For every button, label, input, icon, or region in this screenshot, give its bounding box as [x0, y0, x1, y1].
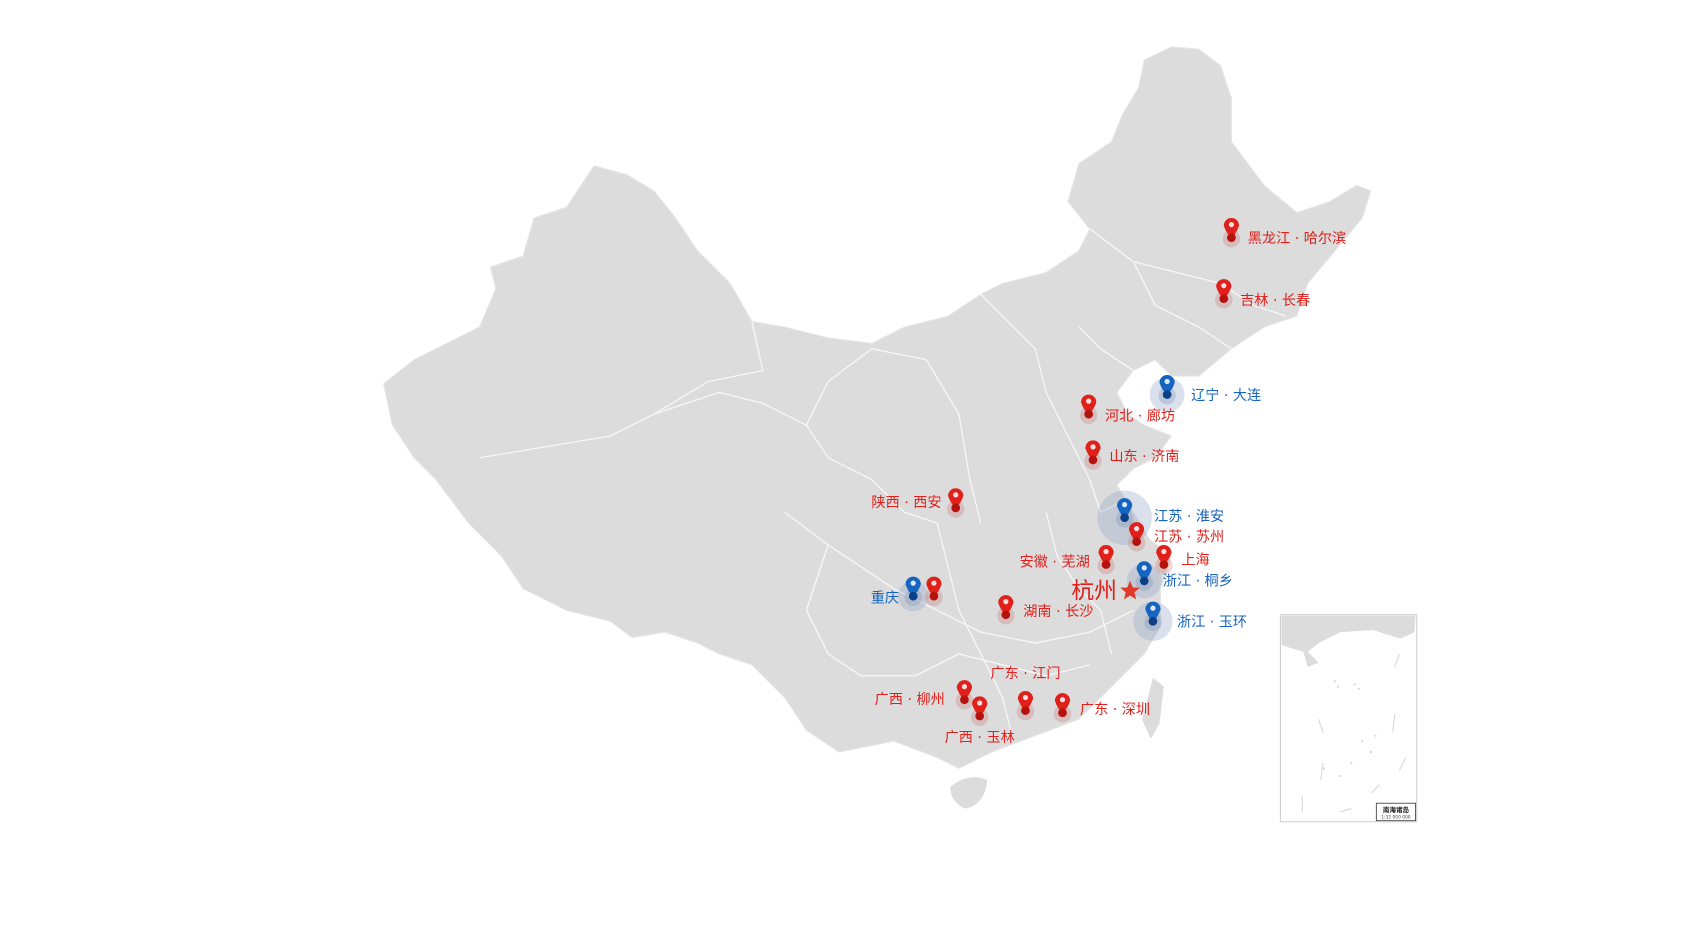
map-marker[interactable]	[925, 576, 943, 606]
taiwan-island	[1142, 677, 1164, 739]
hainan-island	[950, 777, 988, 809]
marker-label: 黑龙江 · 哈尔滨	[1248, 231, 1346, 247]
map-marker[interactable]: 上海	[1155, 544, 1210, 575]
map-marker[interactable]: 河北 · 廊坊	[1079, 394, 1175, 425]
map-pin-icon	[926, 576, 942, 601]
capital-label: 杭州	[1071, 578, 1117, 604]
map-marker[interactable]: 安徽 · 芜湖	[1020, 544, 1115, 575]
map-pin-icon	[905, 576, 921, 601]
map-pin-icon	[972, 696, 988, 721]
marker-label: 浙江 · 玉环	[1177, 615, 1247, 631]
map-pin-icon	[1216, 279, 1232, 304]
star-icon	[1120, 580, 1140, 600]
map-pin-icon	[1017, 690, 1034, 715]
map-marker[interactable]: 吉林 · 长春	[1215, 279, 1310, 309]
capital-hangzhou[interactable]: 杭州	[1071, 578, 1140, 604]
marker-label: 辽宁 · 大连	[1191, 387, 1261, 404]
map-marker[interactable]: 辽宁 · 大连	[1149, 374, 1262, 413]
map-pin-icon	[1098, 544, 1114, 569]
marker-label: 重庆	[871, 591, 899, 607]
map-pin-icon	[1136, 561, 1152, 586]
inset-title: 南海诸岛	[1383, 805, 1410, 814]
map-pin-icon	[956, 680, 973, 705]
map-marker[interactable]: 江苏 · 苏州	[1127, 522, 1224, 552]
inset-scale: 1:32 000 000	[1381, 814, 1410, 820]
map-pin-icon	[948, 488, 964, 513]
map-pin-icon	[998, 595, 1014, 620]
map-marker[interactable]: 广西 · 柳州	[875, 680, 974, 710]
map-marker[interactable]: 广东 · 江门	[990, 666, 1061, 721]
marker-label: 广东 · 江门	[990, 666, 1060, 682]
map-pin-icon	[1081, 394, 1097, 419]
china-outline	[382, 46, 1372, 769]
marker-label: 广西 · 柳州	[875, 691, 945, 708]
marker-label: 陕西 · 西安	[871, 495, 941, 511]
map-marker[interactable]: 黑龙江 · 哈尔滨	[1222, 218, 1347, 248]
marker-label: 上海	[1181, 553, 1209, 569]
marker-label: 安徽 · 芜湖	[1020, 554, 1090, 571]
marker-label: 山东 · 济南	[1109, 449, 1179, 465]
province-borders	[479, 228, 1287, 742]
map-pin-icon	[1145, 601, 1161, 626]
map-marker[interactable]: 广西 · 玉林	[945, 696, 1015, 746]
map-marker[interactable]: 浙江 · 桐乡	[1126, 561, 1233, 599]
map-marker[interactable]: 湖南 · 长沙	[997, 595, 1093, 625]
map-pin-icon	[1223, 218, 1240, 243]
map-marker[interactable]: 重庆	[871, 576, 929, 612]
map-pin-icon	[1085, 440, 1101, 465]
map-marker[interactable]: 陕西 · 西安	[871, 488, 965, 518]
map-pin-icon	[1116, 498, 1133, 523]
marker-label: 广东 · 深圳	[1080, 702, 1150, 718]
marker-label: 江苏 · 苏州	[1154, 530, 1224, 546]
map-marker[interactable]: 广东 · 深圳	[1053, 693, 1150, 723]
marker-label: 浙江 · 桐乡	[1163, 573, 1233, 589]
map-marker[interactable]: 山东 · 济南	[1084, 440, 1179, 470]
marker-label: 江苏 · 淮安	[1154, 509, 1224, 525]
marker-label: 广西 · 玉林	[945, 730, 1015, 746]
marker-label: 吉林 · 长春	[1240, 293, 1310, 309]
south-china-sea-inset: 南海诸岛 1:32 000 000	[1279, 614, 1418, 823]
marker-label: 湖南 · 长沙	[1023, 604, 1093, 620]
map-marker[interactable]: 浙江 · 玉环	[1133, 601, 1247, 641]
map-pin-icon	[1156, 544, 1172, 569]
marker-label: 河北 · 廊坊	[1105, 408, 1175, 425]
map-pin-icon	[1054, 693, 1071, 718]
map-pin-icon	[1128, 522, 1145, 547]
map-pin-icon	[1159, 374, 1175, 399]
